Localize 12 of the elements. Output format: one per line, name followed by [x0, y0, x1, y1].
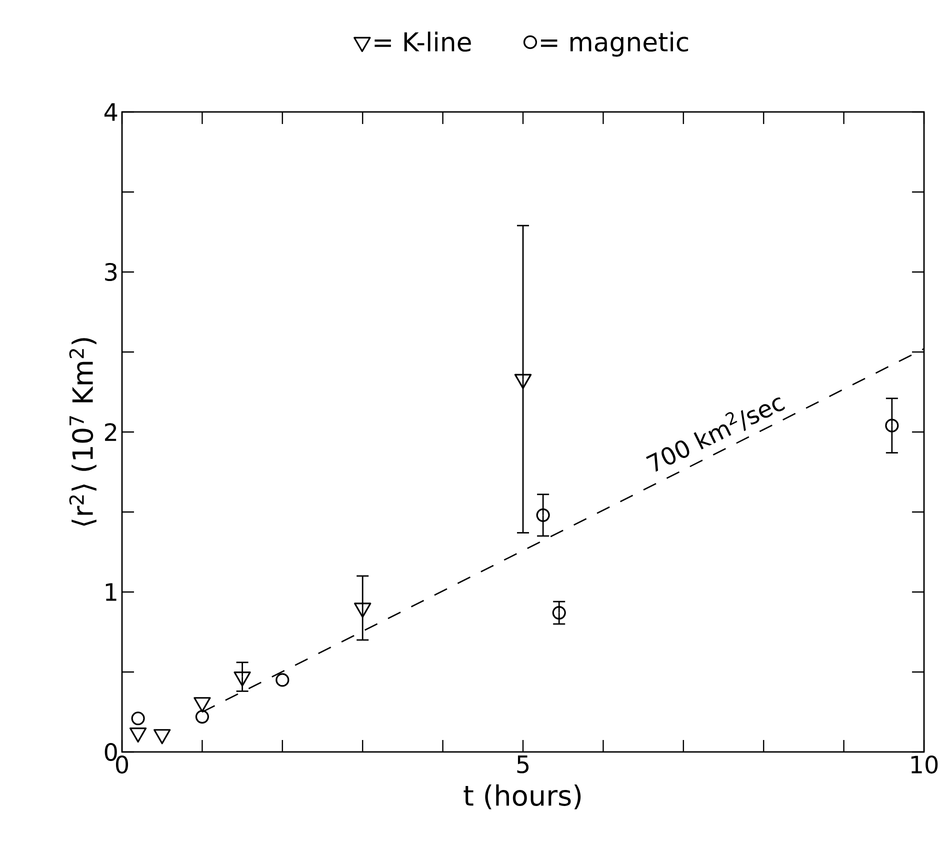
y-tick-label: 2 — [105, 423, 116, 441]
y-tick-label: 1 — [106, 583, 116, 601]
x-tick-label: 10 — [911, 756, 938, 774]
legend-label: = K-line — [374, 32, 471, 52]
y-tick-label: 3 — [105, 262, 117, 282]
y-axis-title: ⟨r$^{2}$⟩ (10$^{7}$ Km$^{2}$) — [69, 338, 96, 526]
y-tick-label: 4 — [104, 103, 118, 121]
x-axis-title: t (hours) — [464, 784, 581, 810]
x-tick-label: 5 — [517, 756, 529, 774]
annotation: 700 km$^{2}$/sec — [646, 397, 786, 472]
legend-label: = magnetic — [540, 32, 688, 57]
y-tick-label: 0 — [104, 742, 117, 762]
